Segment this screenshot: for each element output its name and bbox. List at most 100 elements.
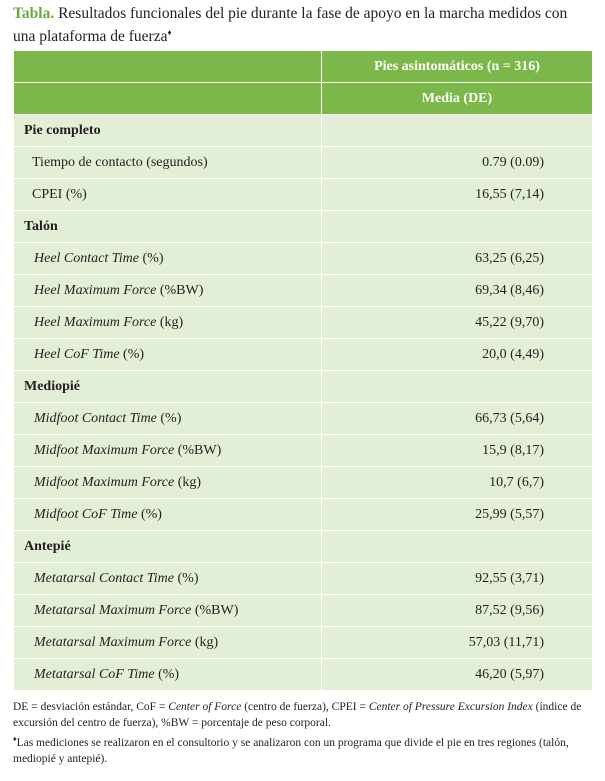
term: Heel CoF Time [34, 346, 120, 362]
results-table: Pies asintomáticos (n = 316) Media (DE) … [13, 50, 593, 691]
unit: (%) [177, 570, 199, 586]
header-row: Pies asintomáticos (n = 316) [13, 50, 593, 83]
section-row: Talón [13, 210, 593, 243]
data-row: Midfoot CoF Time (%) 25,99 (5,57) [13, 498, 593, 531]
term: Metatarsal Contact Time [34, 570, 174, 586]
row-label: Metatarsal Maximum Force (%BW) [13, 594, 322, 627]
section-label: Antepié [13, 530, 322, 563]
unit: (%BW) [159, 282, 204, 298]
value-cell: 46,20 (5,97) [321, 658, 593, 691]
unit: (%BW) [177, 442, 222, 458]
term: Heel Maximum Force [34, 282, 157, 298]
table-title: Tabla. Resultados funcionales del pie du… [13, 4, 593, 46]
data-row: Metatarsal Maximum Force (kg) 57,03 (11,7… [13, 626, 593, 659]
value-cell: 45,22 (9,70) [321, 306, 593, 339]
row-label: Metatarsal CoF Time (%) [13, 658, 322, 691]
value-cell: 69,34 (8,46) [321, 274, 593, 307]
data-row: Metatarsal Contact Time (%) 92,55 (3,71) [13, 562, 593, 595]
term: Metatarsal Maximum Force [34, 602, 192, 618]
unit: (%) [123, 346, 145, 362]
term: Metatarsal CoF Time [34, 666, 155, 682]
value-cell: 25,99 (5,57) [321, 498, 593, 531]
row-label: Heel CoF Time (%) [13, 338, 322, 371]
data-row: CPEI (%) 16,55 (7,14) [13, 178, 593, 211]
header-row: Media (DE) [13, 82, 593, 115]
value-cell: 66,73 (5,64) [321, 402, 593, 435]
note-term: Center of Pressure Excursion Index [368, 701, 533, 713]
measure-note: ♦Las mediciones se realizaron en el cons… [13, 731, 595, 767]
unit: (kg) [159, 314, 184, 330]
row-label: Midfoot CoF Time (%) [13, 498, 322, 531]
section-row: Mediopié [13, 370, 593, 403]
footnotes: DE = desviación estándar, CoF = Center o… [13, 699, 595, 767]
note-text: Las mediciones se realizaron en el consu… [13, 736, 569, 765]
table-label: Tabla. [13, 5, 55, 22]
row-label: Metatarsal Maximum Force (kg) [13, 626, 322, 659]
data-row: Tiempo de contacto (segundos) 0.79 (0.09) [13, 146, 593, 179]
term: Heel Contact Time [34, 250, 139, 266]
term: Midfoot Maximum Force [34, 442, 175, 458]
term: Midfoot Maximum Force [34, 474, 175, 490]
data-row: Heel CoF Time (%) 20,0 (4,49) [13, 338, 593, 371]
empty-cell [321, 210, 593, 243]
row-label: Heel Maximum Force (%BW) [13, 274, 322, 307]
section-label: Talón [13, 210, 322, 243]
table-body: Pies asintomáticos (n = 316) Media (DE) … [13, 50, 593, 691]
title-mark: ♦ [167, 28, 172, 37]
data-row: Midfoot Maximum Force (%BW) 15,9 (8,17) [13, 434, 593, 467]
term: Heel Maximum Force [34, 314, 157, 330]
row-label: Midfoot Maximum Force (%BW) [13, 434, 322, 467]
data-row: Midfoot Maximum Force (kg) 10,7 (6,7) [13, 466, 593, 499]
row-label: Midfoot Maximum Force (kg) [13, 466, 322, 499]
note-mark: ♦ [13, 735, 17, 743]
header-cell: Media (DE) [321, 82, 593, 115]
unit: (%) [142, 250, 164, 266]
term: Midfoot Contact Time [34, 410, 157, 426]
row-label: Tiempo de contacto (segundos) [13, 146, 322, 179]
note-term: Center of Force [168, 701, 242, 713]
row-label: CPEI (%) [13, 178, 322, 211]
value-cell: 92,55 (3,71) [321, 562, 593, 595]
data-row: Midfoot Contact Time (%) 66,73 (5,64) [13, 402, 593, 435]
row-label: Metatarsal Contact Time (%) [13, 562, 322, 595]
data-row: Heel Contact Time (%) 63,25 (6,25) [13, 242, 593, 275]
row-label: Midfoot Contact Time (%) [13, 402, 322, 435]
unit: (kg) [194, 634, 219, 650]
section-row: Pie completo [13, 114, 593, 147]
abbrev-note: DE = desviación estándar, CoF = Center o… [13, 699, 595, 731]
term: Midfoot CoF Time [34, 506, 138, 522]
unit: (%BW) [194, 602, 239, 618]
unit: (kg) [177, 474, 202, 490]
note-text: (centro de fuerza), CPEI = [241, 701, 369, 713]
header-cell: Pies asintomáticos (n = 316) [321, 50, 593, 83]
data-row: Heel Maximum Force (kg) 45,22 (9,70) [13, 306, 593, 339]
row-label: Heel Maximum Force (kg) [13, 306, 322, 339]
section-label: Pie completo [13, 114, 322, 147]
value-cell: 10,7 (6,7) [321, 466, 593, 499]
unit: (%) [158, 666, 180, 682]
data-row: Heel Maximum Force (%BW) 69,34 (8,46) [13, 274, 593, 307]
value-cell: 57,03 (11,71) [321, 626, 593, 659]
value-cell: 63,25 (6,25) [321, 242, 593, 275]
value-cell: 87,52 (9,56) [321, 594, 593, 627]
value-cell: 20,0 (4,49) [321, 338, 593, 371]
value-cell: 0.79 (0.09) [321, 146, 593, 179]
value-cell: 15,9 (8,17) [321, 434, 593, 467]
term: Metatarsal Maximum Force [34, 634, 192, 650]
empty-cell [321, 370, 593, 403]
section-row: Antepié [13, 530, 593, 563]
note-text: DE = desviación estándar, CoF = [13, 701, 169, 713]
title-text: Resultados funcionales del pie durante l… [13, 5, 568, 46]
note-text: (índice de excursión del centro de fuerz… [13, 701, 582, 729]
unit: (%) [140, 506, 162, 522]
value-cell: 16,55 (7,14) [321, 178, 593, 211]
unit: (%) [160, 410, 182, 426]
header-cell [13, 50, 322, 83]
data-row: Metatarsal Maximum Force (%BW) 87,52 (9,5… [13, 594, 593, 627]
header-cell [13, 82, 322, 115]
empty-cell [321, 114, 593, 147]
section-label: Mediopié [13, 370, 322, 403]
row-label: Heel Contact Time (%) [13, 242, 322, 275]
empty-cell [321, 530, 593, 563]
